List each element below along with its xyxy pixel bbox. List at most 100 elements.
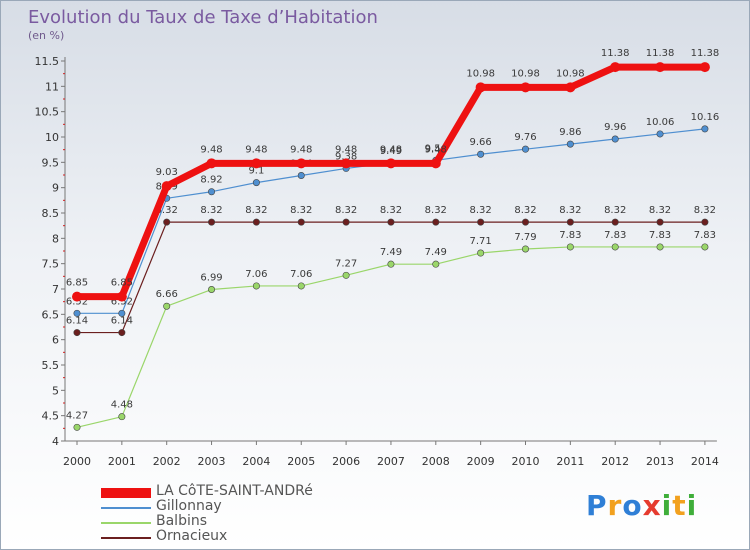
data-point-balbins (163, 302, 171, 310)
data-label-balbins: 7.27 (335, 258, 357, 269)
x-tick-label: 2001 (108, 455, 136, 468)
data-label-gillonnay: 9.66 (470, 137, 492, 148)
data-label-balbins: 7.49 (425, 247, 447, 258)
x-tick-label: 2004 (242, 455, 270, 468)
data-label-gillonnay: 9.1 (248, 166, 264, 177)
data-point-balbins (118, 413, 126, 421)
data-label-ornacieux: 8.32 (335, 205, 357, 216)
logo-letter: i (661, 489, 673, 522)
x-tick-label: 2003 (198, 455, 226, 468)
data-label-balbins: 7.83 (649, 230, 671, 241)
data-point-ornacieux (477, 218, 485, 226)
data-label-gillonnay: 6.52 (111, 296, 133, 307)
data-point-ornacieux (208, 218, 216, 226)
data-point-gillonnay (477, 150, 485, 158)
y-tick-label: 8.5 (42, 207, 60, 220)
data-label-ornacieux: 8.32 (200, 205, 222, 216)
data-label-ornacieux: 8.32 (290, 205, 312, 216)
data-label-balbins: 4.48 (111, 400, 133, 411)
y-tick-label: 9 (52, 182, 59, 195)
legend-label: LA CôTE-SAINT-ANDRé (156, 483, 313, 499)
x-tick-label: 2002 (153, 455, 181, 468)
data-label-la-c-te-saint-andr: 6.85 (111, 278, 133, 289)
data-label-ornacieux: 8.32 (380, 205, 402, 216)
x-tick-label: 2006 (332, 455, 360, 468)
x-tick-label: 2009 (467, 455, 495, 468)
data-point-la-c-te-saint-andr (116, 291, 127, 302)
data-label-balbins: 6.66 (156, 289, 178, 300)
data-point-la-c-te-saint-andr (161, 181, 172, 192)
data-point-balbins (566, 243, 574, 251)
logo-letter: r (607, 489, 623, 522)
data-point-balbins (611, 243, 619, 251)
legend-swatch (101, 488, 151, 498)
data-label-gillonnay: 9.54 (425, 143, 447, 154)
data-label-gillonnay: 9.49 (380, 146, 402, 157)
data-label-la-c-te-saint-andr: 9.48 (200, 144, 222, 155)
data-point-balbins (656, 243, 664, 251)
data-point-ornacieux (656, 218, 664, 226)
data-point-la-c-te-saint-andr (251, 158, 262, 169)
data-point-ornacieux (297, 218, 305, 226)
data-label-la-c-te-saint-andr: 11.38 (646, 48, 675, 59)
x-tick-label: 2008 (422, 455, 450, 468)
data-label-balbins: 7.71 (470, 236, 492, 247)
data-point-balbins (297, 282, 305, 290)
legend-swatch (101, 537, 151, 539)
data-label-la-c-te-saint-andr: 11.38 (601, 48, 630, 59)
legend-swatch (101, 507, 151, 509)
series-line-balbins (76, 246, 706, 428)
logo-letter: x (642, 489, 662, 522)
data-point-la-c-te-saint-andr (655, 62, 666, 73)
data-point-balbins (252, 282, 260, 290)
data-point-la-c-te-saint-andr (206, 158, 217, 169)
y-tick-label: 4 (52, 435, 59, 448)
data-point-la-c-te-saint-andr (565, 82, 576, 93)
data-point-ornacieux (342, 218, 350, 226)
data-point-ornacieux (163, 218, 171, 226)
data-label-balbins: 7.49 (380, 247, 402, 258)
data-point-balbins (432, 260, 440, 268)
data-label-la-c-te-saint-andr: 9.48 (290, 144, 312, 155)
legend-label: Balbins (156, 513, 208, 529)
data-label-gillonnay: 8.92 (200, 175, 222, 186)
data-label-balbins: 7.06 (245, 269, 267, 280)
data-point-balbins (477, 249, 485, 257)
data-label-la-c-te-saint-andr: 9.48 (335, 144, 357, 155)
x-tick-label: 2011 (556, 455, 584, 468)
x-tick-label: 2000 (63, 455, 91, 468)
data-label-ornacieux: 6.14 (111, 316, 133, 327)
y-tick-label: 4.5 (42, 410, 60, 423)
data-label-ornacieux: 8.32 (514, 205, 536, 216)
y-tick-label: 10.5 (35, 106, 60, 119)
data-label-balbins: 7.06 (290, 269, 312, 280)
data-point-balbins (521, 245, 529, 253)
logo-letter: o (622, 489, 643, 522)
y-tick-label: 6 (52, 334, 59, 347)
data-point-gillonnay (297, 172, 305, 180)
data-point-ornacieux (521, 218, 529, 226)
y-tick-label: 7 (52, 283, 59, 296)
data-label-ornacieux: 8.32 (425, 205, 447, 216)
data-point-gillonnay (118, 309, 126, 317)
data-label-la-c-te-saint-andr: 9.48 (245, 144, 267, 155)
x-tick-label: 2010 (512, 455, 540, 468)
data-label-balbins: 7.83 (559, 230, 581, 241)
data-label-gillonnay: 9.96 (604, 122, 626, 133)
data-label-gillonnay: 9.76 (514, 132, 536, 143)
data-point-la-c-te-saint-andr (699, 62, 710, 73)
data-point-balbins (701, 243, 709, 251)
y-tick-label: 11 (45, 80, 59, 93)
data-point-la-c-te-saint-andr (72, 291, 82, 302)
data-point-gillonnay (73, 309, 81, 317)
data-label-balbins: 4.27 (66, 410, 88, 421)
logo-letter: i (686, 489, 698, 522)
data-label-ornacieux: 6.14 (66, 316, 88, 327)
data-point-ornacieux (387, 218, 395, 226)
data-label-la-c-te-saint-andr: 10.98 (556, 68, 585, 79)
data-label-gillonnay: 6.52 (66, 296, 88, 307)
data-label-ornacieux: 8.32 (559, 205, 581, 216)
logo-letter: t (672, 489, 687, 522)
